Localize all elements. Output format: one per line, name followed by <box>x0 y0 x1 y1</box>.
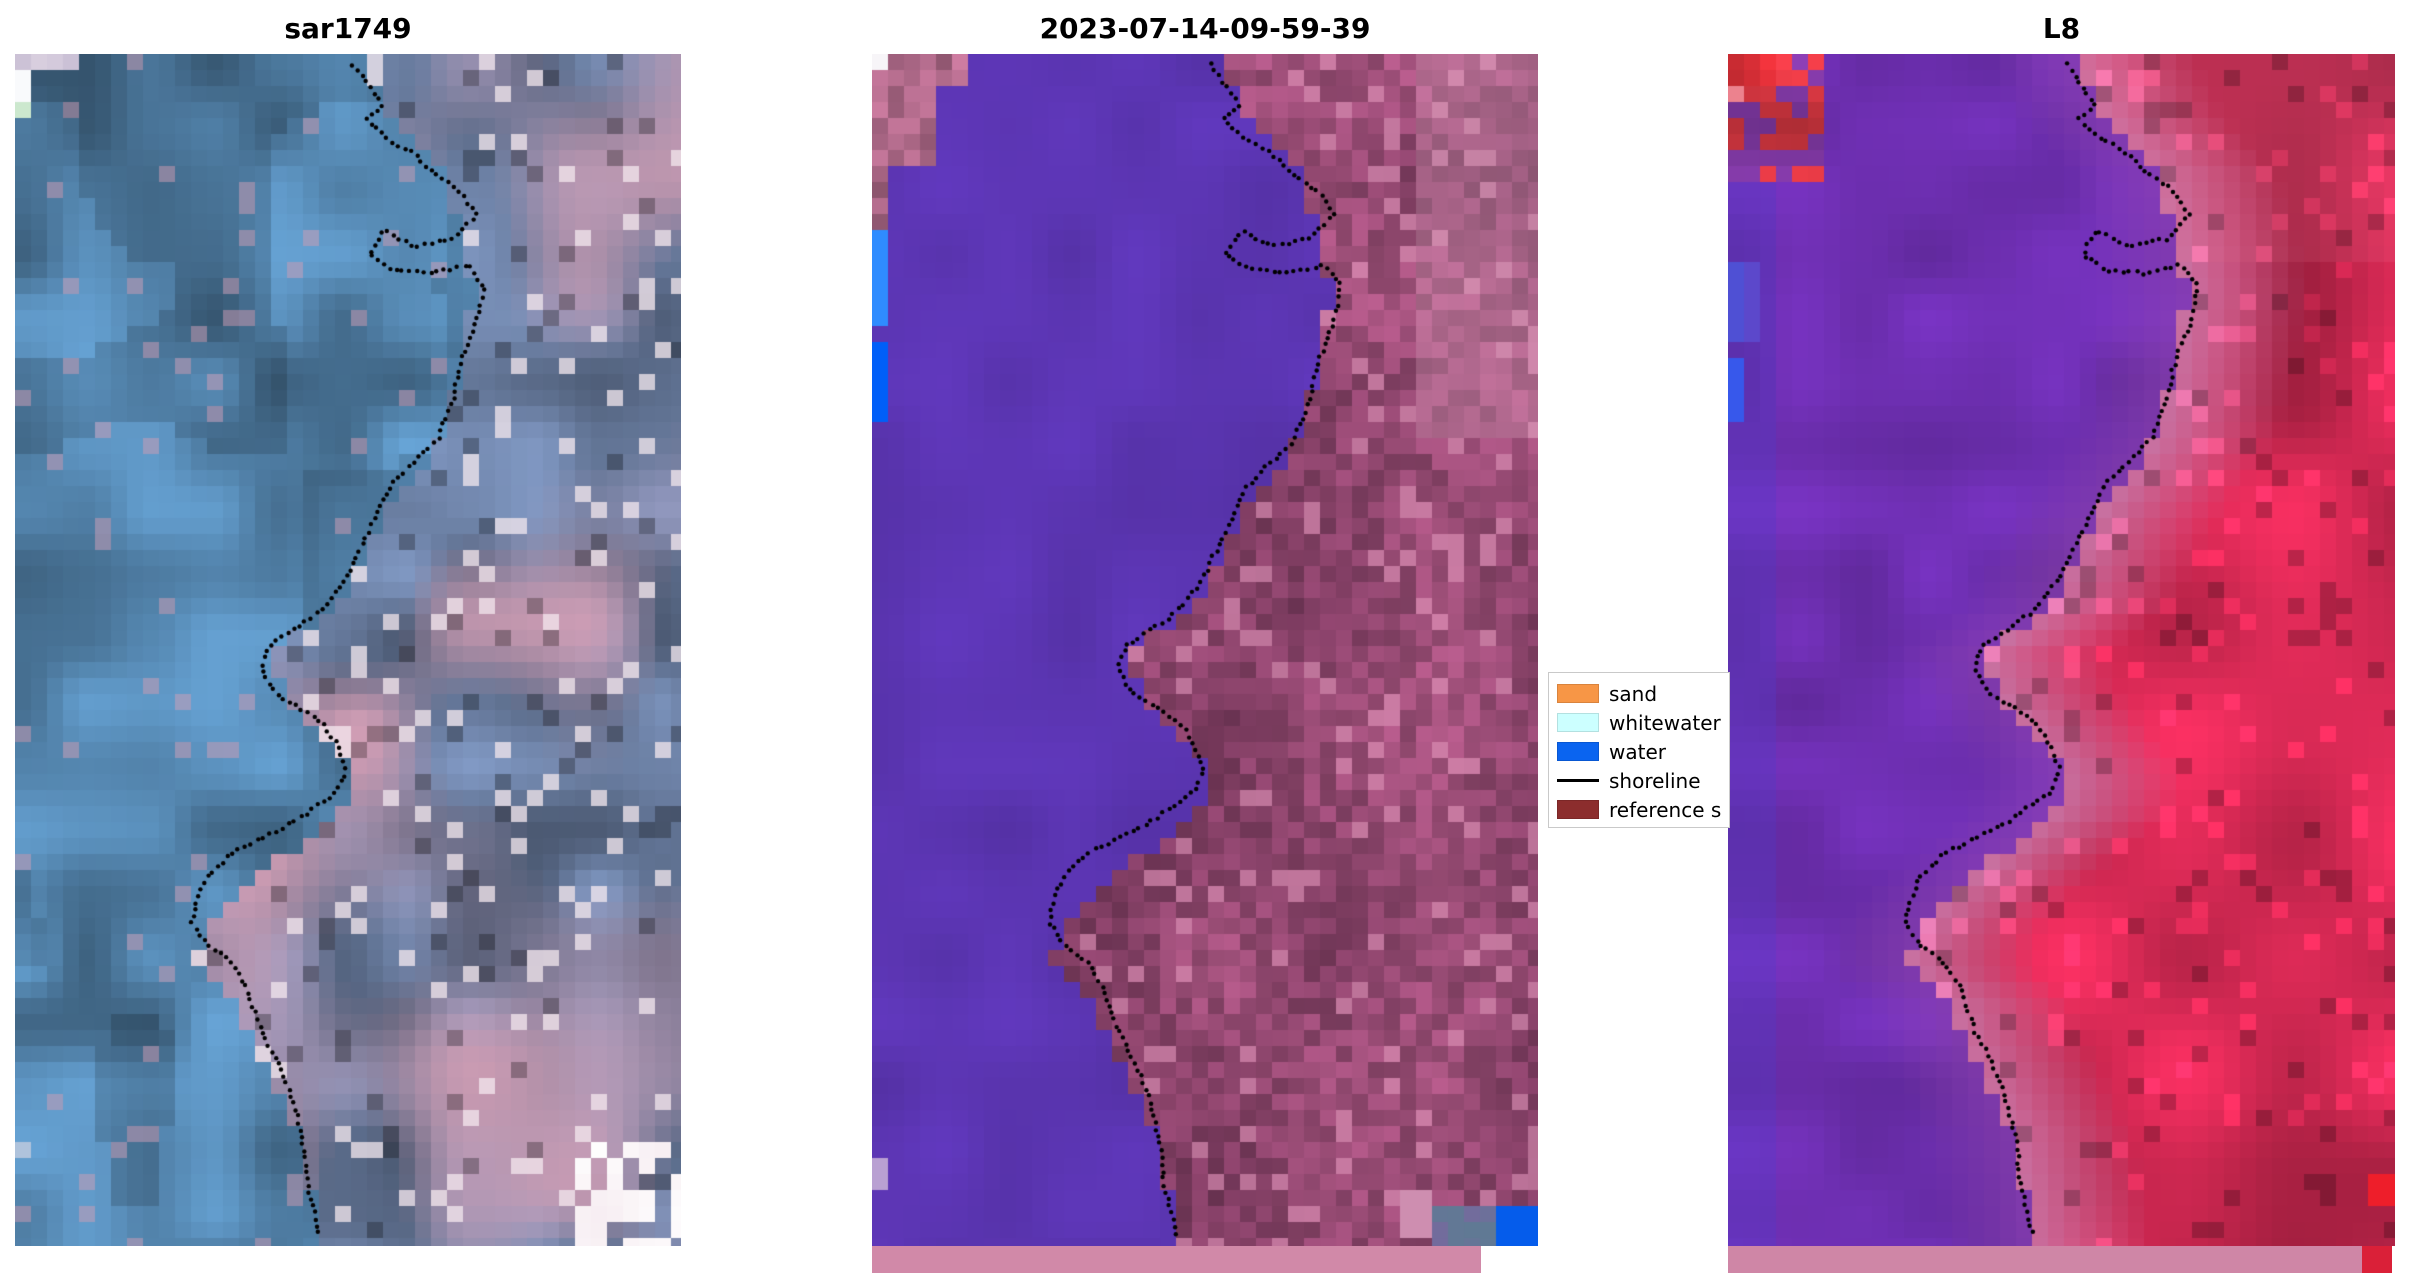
legend-label-shoreline: shoreline <box>1609 768 1701 793</box>
shoreline-line-sample <box>1557 779 1599 782</box>
l8-bottom-bar <box>1728 1246 2362 1273</box>
whitewater-color-swatch <box>1557 713 1599 732</box>
classified-bottom-bar <box>872 1246 1481 1273</box>
classified-panel-title: 2023-07-14-09-59-39 <box>1039 12 1371 45</box>
legend-item-water: water <box>1557 737 1729 766</box>
legend-label-whitewater: whitewater <box>1609 710 1721 735</box>
legend-item-whitewater: whitewater <box>1557 708 1729 737</box>
legend-item-reference-shoreline: reference s <box>1557 795 1729 824</box>
l8-bottom-bar-tip <box>2362 1246 2392 1273</box>
water-color-swatch <box>1557 742 1599 761</box>
legend-item-shoreline: shoreline <box>1557 766 1729 795</box>
sand-color-swatch <box>1557 684 1599 703</box>
classified-image-canvas <box>872 54 1538 1246</box>
legend-label-sand: sand <box>1609 681 1658 706</box>
legend-item-sand: sand <box>1557 679 1729 708</box>
l8-image-canvas <box>1728 54 2395 1246</box>
legend-label-reference-shoreline: reference s <box>1609 797 1722 822</box>
l8-panel-title: L8 <box>2042 12 2081 45</box>
reference-shoreline-color-swatch <box>1557 800 1599 819</box>
legend-label-water: water <box>1609 739 1666 764</box>
sar-image-canvas <box>15 54 681 1246</box>
legend: sand whitewater water shoreline referenc… <box>1548 672 1730 828</box>
sar-panel-title: sar1749 <box>284 12 412 45</box>
